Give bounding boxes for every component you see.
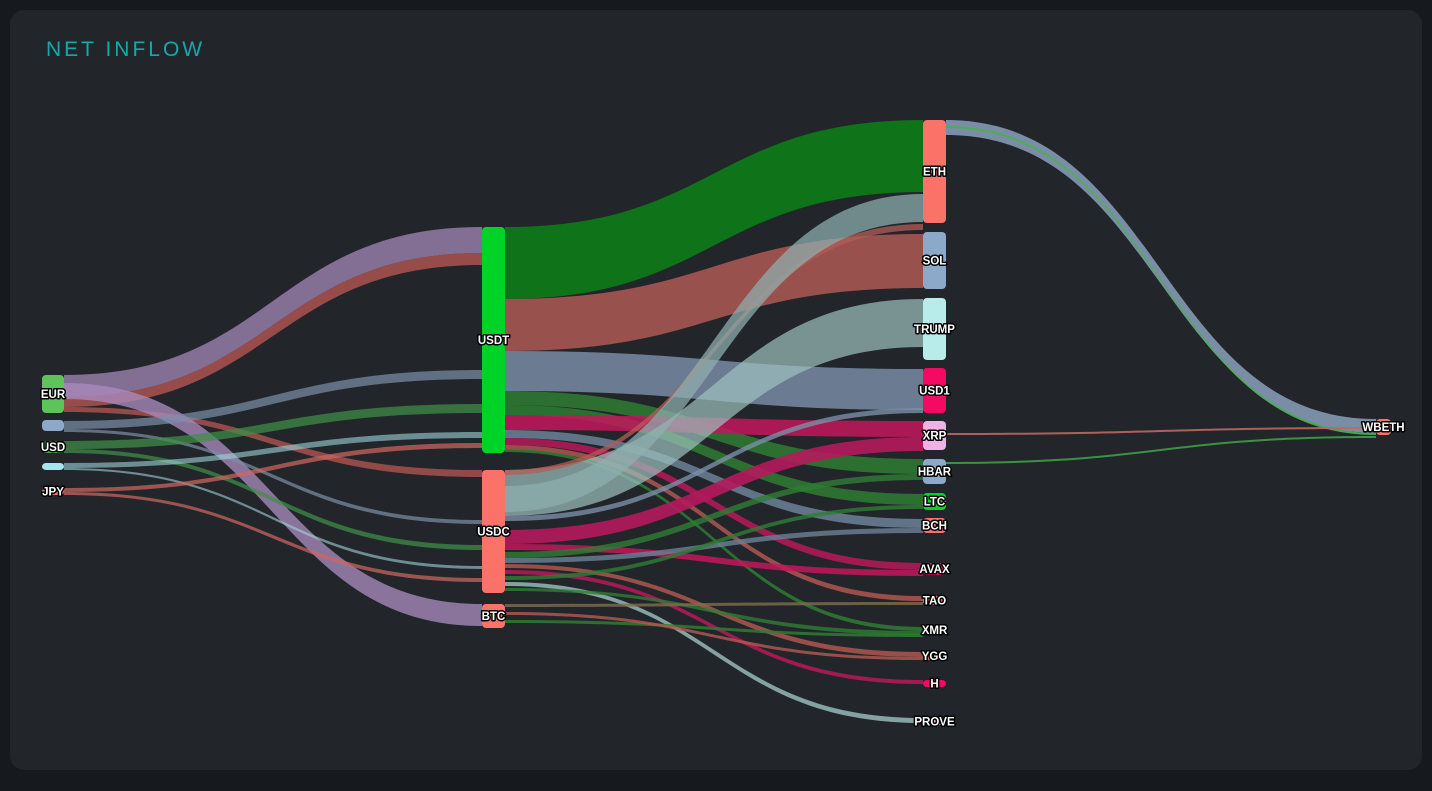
sankey-link[interactable] bbox=[505, 620, 923, 637]
sankey-link[interactable] bbox=[64, 449, 482, 550]
sankey-node-btc[interactable] bbox=[482, 604, 505, 628]
sankey-link[interactable] bbox=[64, 227, 482, 397]
sankey-node-trump[interactable] bbox=[923, 298, 946, 360]
sankey-link[interactable] bbox=[946, 436, 1376, 464]
sankey-link[interactable] bbox=[505, 437, 923, 544]
sankey-node-jpy[interactable] bbox=[42, 488, 64, 495]
sankey-node-label-prove: PROVE bbox=[914, 717, 955, 729]
sankey-node-usdc[interactable] bbox=[482, 470, 505, 593]
sankey-node-label-usdt: USDT bbox=[478, 335, 509, 347]
sankey-node-label-avax: AVAX bbox=[919, 564, 950, 576]
sankey-node-bch[interactable] bbox=[923, 518, 946, 533]
sankey-link[interactable] bbox=[64, 253, 482, 407]
sankey-link[interactable] bbox=[505, 234, 923, 351]
sankey-node-label-xrp: XRP bbox=[923, 431, 947, 443]
sankey-node-xmr[interactable] bbox=[923, 626, 946, 634]
sankey-node-ygg[interactable] bbox=[923, 652, 946, 660]
sankey-link[interactable] bbox=[505, 602, 923, 607]
sankey-nodes-layer bbox=[42, 120, 1391, 725]
sankey-link[interactable] bbox=[505, 582, 923, 723]
sankey-links-layer bbox=[64, 120, 1376, 723]
sankey-node-label-eur: EUR bbox=[41, 389, 66, 401]
sankey-node-label-sol: SOL bbox=[923, 256, 947, 268]
sankey-node-hbar[interactable] bbox=[923, 459, 946, 484]
sankey-link[interactable] bbox=[64, 492, 482, 582]
sankey-node-usd1[interactable] bbox=[923, 368, 946, 413]
sankey-node-label-jpy: JPY bbox=[42, 487, 64, 499]
sankey-node-wbeth[interactable] bbox=[1376, 419, 1391, 435]
sankey-node-label-ltc: LTC bbox=[924, 497, 946, 509]
sankey-link[interactable] bbox=[505, 445, 923, 601]
chart-panel: NET INFLOW EUR USD JPY USDT USDC BTC ETH SOL TRU… bbox=[10, 10, 1422, 770]
sankey-link[interactable] bbox=[505, 528, 923, 563]
sankey-link[interactable] bbox=[64, 383, 482, 626]
sankey-link[interactable] bbox=[505, 194, 923, 512]
page-title: NET INFLOW bbox=[46, 38, 206, 61]
sankey-node-eth[interactable] bbox=[923, 120, 946, 223]
sankey-link[interactable] bbox=[505, 438, 923, 570]
sankey-node-label-tao: TAO bbox=[923, 596, 946, 608]
sankey-link[interactable] bbox=[505, 120, 923, 299]
sankey-node-xrp[interactable] bbox=[923, 421, 946, 450]
sankey-link[interactable] bbox=[505, 405, 923, 505]
sankey-node-avax[interactable] bbox=[923, 563, 946, 575]
sankey-node-label-usd1: USD1 bbox=[919, 386, 950, 398]
sankey-link[interactable] bbox=[64, 468, 482, 569]
sankey-node-try[interactable] bbox=[42, 463, 64, 470]
sankey-node-usd[interactable] bbox=[42, 441, 64, 453]
sankey-link[interactable] bbox=[946, 120, 1376, 433]
sankey-link[interactable] bbox=[505, 612, 923, 660]
sankey-node-usdt[interactable] bbox=[482, 227, 505, 453]
sankey-link[interactable] bbox=[505, 474, 923, 558]
sankey-diagram: EURUSDJPYUSDTUSDCBTCETHSOLTRUMPUSD1XRPHB… bbox=[39, 120, 1406, 730]
sankey-node-label-ygg: YGG bbox=[922, 651, 948, 663]
sankey-link[interactable] bbox=[64, 443, 482, 492]
sankey-node-label-trump: TRUMP bbox=[914, 324, 955, 336]
sankey-node-eur[interactable] bbox=[42, 375, 64, 413]
sankey-link[interactable] bbox=[64, 370, 482, 429]
sankey-link[interactable] bbox=[505, 351, 923, 410]
sankey-link[interactable] bbox=[505, 505, 923, 580]
sankey-node-label-btc: BTC bbox=[482, 611, 506, 623]
sankey-link[interactable] bbox=[505, 544, 923, 576]
sankey-node-label-usdc: USDC bbox=[477, 527, 510, 539]
sankey-labels-layer: EURUSDJPYUSDTUSDCBTCETHSOLTRUMPUSD1XRPHB… bbox=[39, 165, 1406, 730]
sankey-node-label-hbar: HBAR bbox=[918, 467, 952, 479]
sankey-node-tao[interactable] bbox=[923, 596, 946, 605]
sankey-link[interactable] bbox=[946, 427, 1376, 435]
sankey-node-label-wbeth: WBETH bbox=[1362, 422, 1404, 434]
sankey-link[interactable] bbox=[64, 429, 482, 524]
sankey-node-label-usd: USD bbox=[41, 442, 65, 454]
sankey-node-label-h: H bbox=[930, 679, 938, 691]
sankey-node-prove[interactable] bbox=[923, 718, 946, 725]
sankey-link[interactable] bbox=[505, 408, 923, 521]
sankey-link[interactable] bbox=[505, 588, 923, 635]
sankey-node-label-eth: ETH bbox=[923, 167, 946, 179]
sankey-node-ltc[interactable] bbox=[923, 493, 946, 510]
sankey-link[interactable] bbox=[946, 126, 1376, 435]
sankey-link[interactable] bbox=[64, 407, 482, 477]
sankey-node-gbp[interactable] bbox=[42, 420, 64, 431]
sankey-link[interactable] bbox=[505, 449, 923, 631]
sankey-link[interactable] bbox=[64, 404, 482, 449]
sankey-link[interactable] bbox=[505, 430, 923, 528]
sankey-node-h[interactable] bbox=[923, 680, 946, 687]
sankey-node-label-xmr: XMR bbox=[922, 625, 948, 637]
sankey-link[interactable] bbox=[64, 432, 482, 468]
sankey-node-sol[interactable] bbox=[923, 232, 946, 289]
sankey-node-label-bch: BCH bbox=[922, 521, 947, 533]
